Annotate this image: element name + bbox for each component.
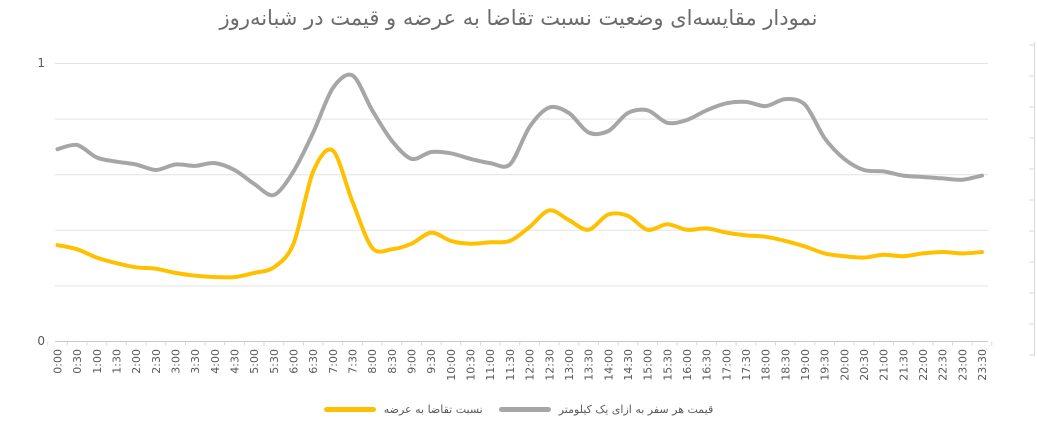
series-line-1 [55,72,984,198]
svg-text:18:30: 18:30 [779,349,792,381]
legend-item-demand-supply-ratio: نسبت تقاضا به عرضه [323,403,483,416]
svg-text:5:00: 5:00 [248,349,261,374]
svg-text:9:00: 9:00 [406,349,419,374]
svg-text:11:30: 11:30 [504,349,517,381]
svg-text:22:30: 22:30 [937,349,950,381]
legend: نسبت تقاضا به عرضه قیمت هر سفر به ازای ی… [0,403,1037,416]
svg-text:1:30: 1:30 [111,349,124,374]
demand-supply-series-swatch [323,407,376,412]
svg-text:8:00: 8:00 [366,349,379,374]
svg-text:17:00: 17:00 [720,349,733,381]
svg-text:19:30: 19:30 [819,349,832,381]
price-series-label: قیمت هر سفر به ازای یک کیلومتر [558,403,714,416]
svg-text:3:30: 3:30 [189,349,202,374]
svg-text:0:00: 0:00 [52,349,65,374]
svg-text:1:00: 1:00 [91,349,104,374]
svg-text:5:30: 5:30 [268,349,281,374]
price-series-swatch [498,407,551,412]
svg-text:2:30: 2:30 [150,349,163,374]
svg-text:4:30: 4:30 [229,349,242,374]
svg-text:13:30: 13:30 [583,349,596,381]
svg-text:3:00: 3:00 [170,349,183,374]
svg-text:19:00: 19:00 [799,349,812,381]
svg-text:2:00: 2:00 [130,349,143,374]
svg-text:12:30: 12:30 [543,349,556,381]
svg-text:15:30: 15:30 [661,349,674,381]
svg-text:12:00: 12:00 [524,349,537,381]
svg-text:23:30: 23:30 [976,349,989,381]
svg-text:0: 0 [37,334,45,348]
svg-text:18:00: 18:00 [760,349,773,381]
svg-text:21:30: 21:30 [897,349,910,381]
svg-text:21:00: 21:00 [878,349,891,381]
series-line-0 [55,147,984,280]
svg-text:13:00: 13:00 [563,349,576,381]
svg-text:16:30: 16:30 [701,349,714,381]
svg-text:17:30: 17:30 [740,349,753,381]
svg-text:23:00: 23:00 [956,349,969,381]
legend-item-price-per-km: قیمت هر سفر به ازای یک کیلومتر [498,403,714,416]
svg-text:9:30: 9:30 [425,349,438,374]
svg-text:20:00: 20:00 [838,349,851,381]
svg-text:10:00: 10:00 [445,349,458,381]
svg-text:4:00: 4:00 [209,349,222,374]
svg-text:7:30: 7:30 [347,349,360,374]
svg-text:16:00: 16:00 [681,349,694,381]
svg-text:8:30: 8:30 [386,349,399,374]
svg-text:20:30: 20:30 [858,349,871,381]
demand-supply-series-label: نسبت تقاضا به عرضه [383,403,483,416]
svg-text:1: 1 [37,56,45,70]
svg-text:6:00: 6:00 [288,349,301,374]
svg-text:15:00: 15:00 [642,349,655,381]
svg-text:0:30: 0:30 [71,349,84,374]
svg-text:10:30: 10:30 [465,349,478,381]
svg-text:11:00: 11:00 [484,349,497,381]
svg-text:14:30: 14:30 [622,349,635,381]
svg-text:14:00: 14:00 [602,349,615,381]
svg-text:6:30: 6:30 [307,349,320,374]
svg-text:22:00: 22:00 [917,349,930,381]
chart-title: نمودار مقایسه‌ای وضعیت نسبت تقاضا به عرض… [219,6,818,30]
svg-text:7:00: 7:00 [327,349,340,374]
